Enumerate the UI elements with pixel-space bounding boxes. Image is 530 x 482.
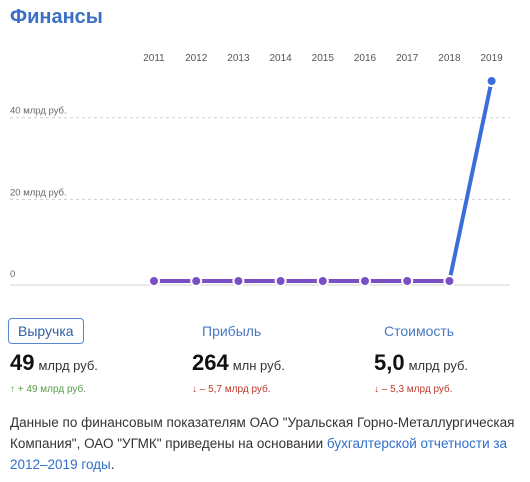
metric-tab-profit[interactable]: Прибыль: [192, 318, 271, 344]
metric-tab-value[interactable]: Стоимость: [374, 318, 464, 344]
source-end: .: [110, 457, 115, 472]
x-tick-label: 2013: [227, 53, 250, 64]
data-point: [359, 275, 371, 287]
metric-tab-label: Выручка: [18, 323, 74, 339]
metric-tab-revenue[interactable]: Выручка: [8, 318, 84, 344]
x-tick-label: 2017: [396, 53, 419, 64]
value-delta: ↓ – 5,3 млрд руб.: [374, 384, 453, 395]
market-value: 5,0 млрд руб.: [374, 350, 468, 376]
series-line-segment: [447, 79, 494, 283]
profit-value: 264 млн руб.: [192, 350, 285, 376]
metric-tab-label: Прибыль: [202, 323, 262, 339]
x-tick-label: 2014: [269, 53, 292, 64]
data-point: [485, 75, 498, 87]
data-point: [274, 275, 287, 287]
metric-number: 5,0: [374, 350, 405, 375]
y-tick-label: 0: [10, 269, 15, 280]
x-tick-label: 2015: [312, 53, 335, 64]
data-point: [232, 275, 245, 287]
x-tick-label: 2012: [185, 53, 208, 64]
section-title: Финансы: [10, 6, 103, 28]
data-point: [401, 275, 414, 287]
y-tick-label: 20 млрд руб.: [10, 187, 67, 198]
data-point: [190, 275, 203, 287]
metric-unit: млн руб.: [232, 358, 285, 373]
metric-number: 49: [10, 350, 35, 375]
report-link[interactable]: бухгалтерской отчетности за 2012–2019 го…: [10, 436, 508, 472]
profit-delta: ↓ – 5,7 млрд руб.: [192, 384, 271, 395]
y-tick-label: 40 млрд руб.: [10, 106, 67, 117]
metric-unit: млрд руб.: [38, 358, 98, 373]
source-note: Данные по финансовым показателям ОАО "Ур…: [10, 412, 520, 475]
revenue-delta: ↑ + 49 млрд руб.: [10, 384, 87, 395]
x-tick-label: 2018: [438, 53, 461, 64]
x-tick-label: 2019: [480, 53, 503, 64]
finance-chart: 2011 2012 2013 2014 2015 2016 2017 2018 2019 0 20…: [10, 53, 510, 287]
source-text: Данные по финансовым показателям ОАО "Ур…: [10, 415, 515, 451]
x-tick-label: 2016: [354, 53, 377, 64]
revenue-value: 49 млрд руб.: [10, 350, 98, 376]
data-point: [148, 275, 160, 287]
metric-unit: млрд руб.: [408, 358, 469, 373]
metric-number: 264: [192, 350, 229, 375]
x-tick-label: 2011: [143, 53, 165, 64]
data-point: [443, 275, 456, 287]
metric-tab-label: Стоимость: [384, 323, 455, 339]
data-point: [316, 275, 329, 287]
